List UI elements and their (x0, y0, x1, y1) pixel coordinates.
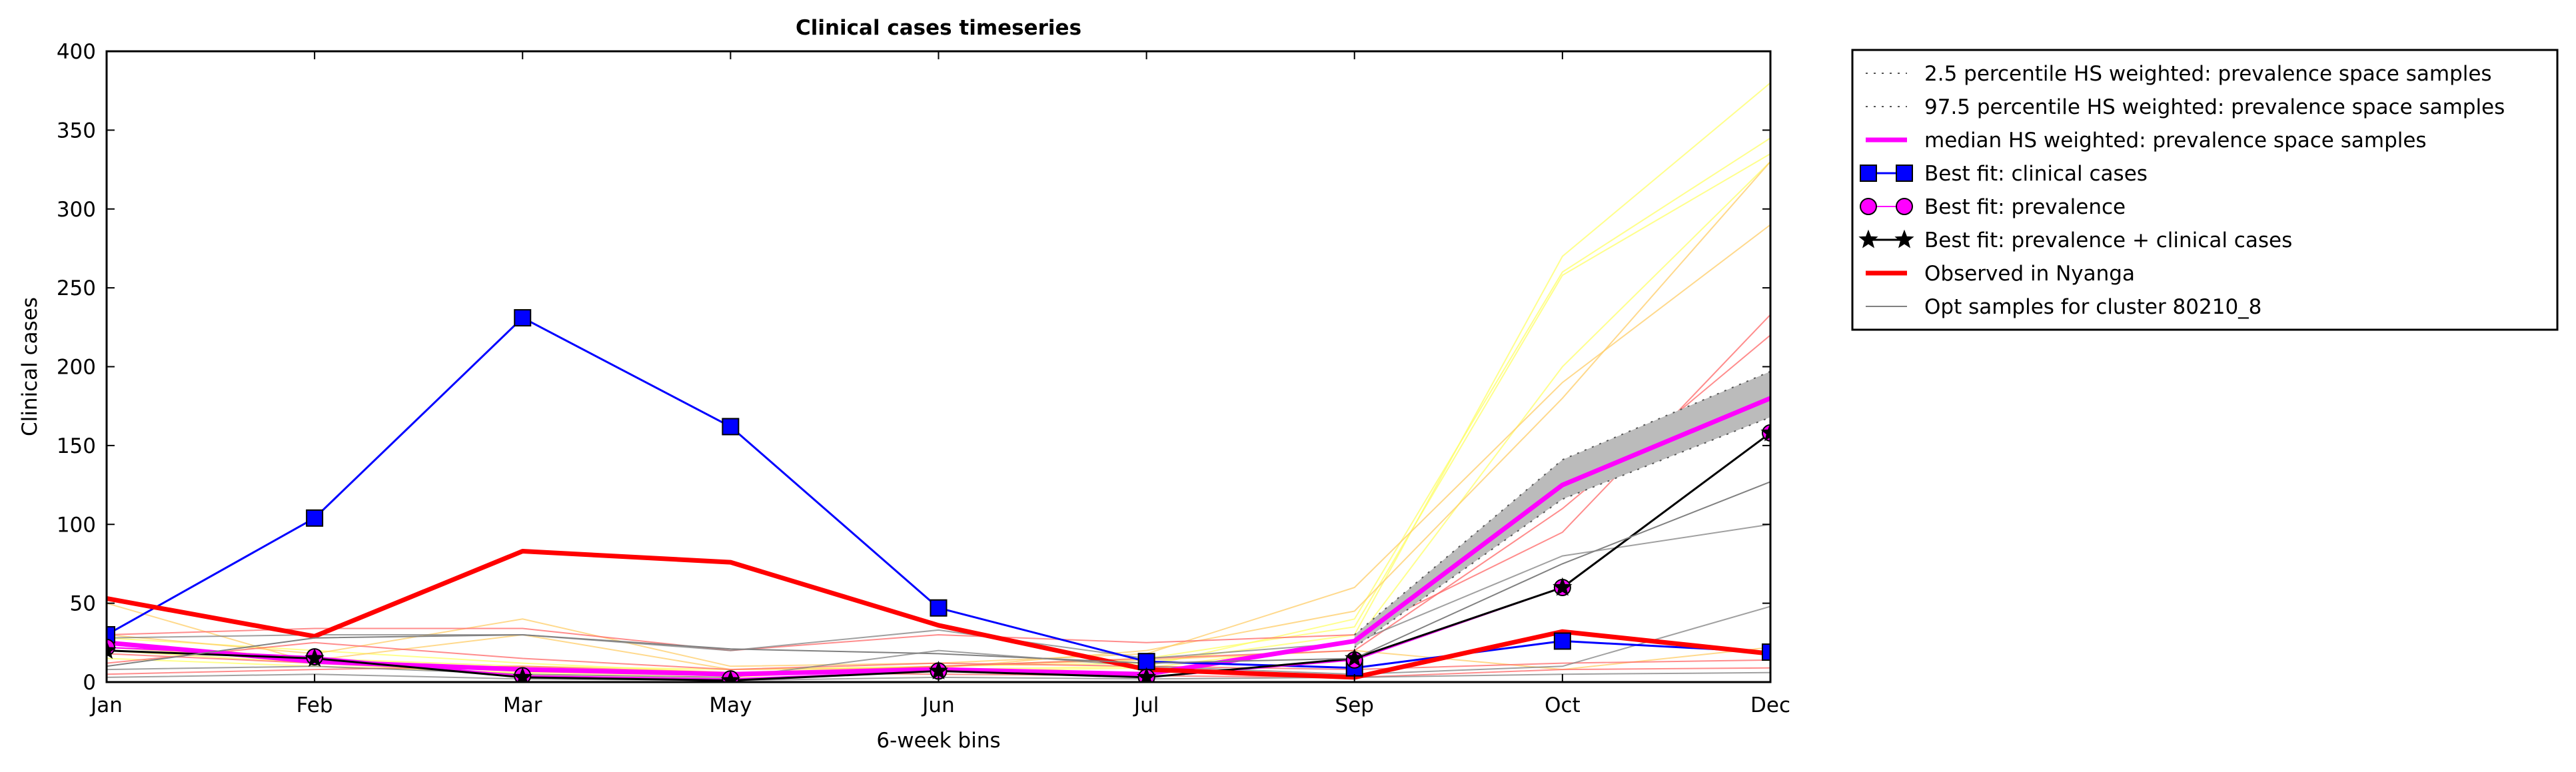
series-line-1 (1354, 370, 1770, 635)
y-tick-label-1: 50 (70, 592, 96, 616)
legend-marker-a-5 (1858, 229, 1878, 248)
x-axis-label: 6-week bins (876, 729, 1000, 753)
legend-items: 2.5 percentile HS weighted: prevalence s… (1858, 62, 2505, 319)
series-3-point-7 (1553, 632, 1571, 650)
legend-label-5: Best fit: prevalence + clinical cases (1924, 228, 2292, 252)
series-line-7 (107, 481, 1770, 667)
legend-label-3: Best fit: clinical cases (1924, 162, 2148, 186)
y-tick-label-5: 250 (57, 276, 96, 300)
legend-label-0: 2.5 percentile HS weighted: prevalence s… (1924, 62, 2492, 86)
legend-marker-b-3 (1896, 165, 1913, 182)
x-tick-label-5: Jul (1133, 693, 1159, 717)
x-tick-label-6: Sep (1335, 693, 1374, 717)
series-line-6 (107, 549, 1770, 680)
x-tick-label-3: May (709, 693, 752, 717)
legend-marker-b-5 (1894, 229, 1914, 248)
series-3-point-1 (306, 509, 324, 527)
x-tick-label-7: Oct (1545, 693, 1581, 717)
series-5-point-7 (1553, 577, 1573, 596)
series-5-point-0 (107, 640, 117, 659)
y-tick-label-0: 0 (83, 671, 96, 695)
series-3-point-8 (1762, 643, 1770, 661)
series-markers (107, 309, 1770, 682)
x-tick-label-4: Jun (921, 693, 954, 717)
series-5-point-8 (1760, 422, 1770, 442)
axis-ticks (106, 51, 1771, 683)
legend-label-7: Opt samples for cluster 80210_8 (1924, 295, 2261, 319)
series-3-point-3 (722, 418, 740, 436)
y-tick-label-3: 150 (57, 434, 96, 458)
series-3-point-2 (514, 309, 532, 327)
legend-label-4: Best fit: prevalence (1924, 195, 2126, 219)
x-tick-label-0: Jan (89, 693, 123, 717)
x-tick-label-1: Feb (297, 693, 333, 717)
series-3-point-0 (107, 625, 115, 643)
x-tick-label-2: Mar (503, 693, 542, 717)
legend-label-1: 97.5 percentile HS weighted: prevalence … (1924, 95, 2505, 119)
legend: 2.5 percentile HS weighted: prevalence s… (1851, 49, 2559, 331)
background-sample-line-12 (107, 605, 1770, 678)
background-sample-line-7 (107, 314, 1770, 651)
x-tick-label-8: Dec (1750, 693, 1790, 717)
legend-marker-a-4 (1860, 198, 1877, 215)
legend-box (1851, 49, 2559, 331)
series-5-point-1 (305, 648, 324, 667)
legend-label-6: Observed in Nyanga (1924, 262, 2135, 286)
y-tick-label-2: 100 (57, 513, 96, 537)
y-axis-label: Clinical cases (18, 297, 42, 436)
tick-labels: Jan Feb Mar May Jun Jul Sep Oct Dec 0 50 100 150 200 2… (57, 40, 1790, 717)
series-3-point-4 (930, 599, 948, 617)
y-tick-label-8: 400 (57, 40, 96, 64)
y-tick-label-4: 200 (57, 356, 96, 380)
chart-title: Clinical cases timeseries (796, 16, 1081, 40)
series-3-point-5 (1137, 653, 1155, 671)
legend-marker-a-3 (1860, 165, 1877, 182)
series-5-point-6 (1345, 648, 1365, 667)
legend-label-2: median HS weighted: prevalence space sam… (1924, 129, 2427, 153)
legend-marker-b-4 (1896, 198, 1913, 215)
background-sample-line-11 (107, 524, 1770, 659)
y-tick-label-7: 350 (57, 119, 96, 143)
y-tick-label-6: 300 (57, 198, 96, 222)
